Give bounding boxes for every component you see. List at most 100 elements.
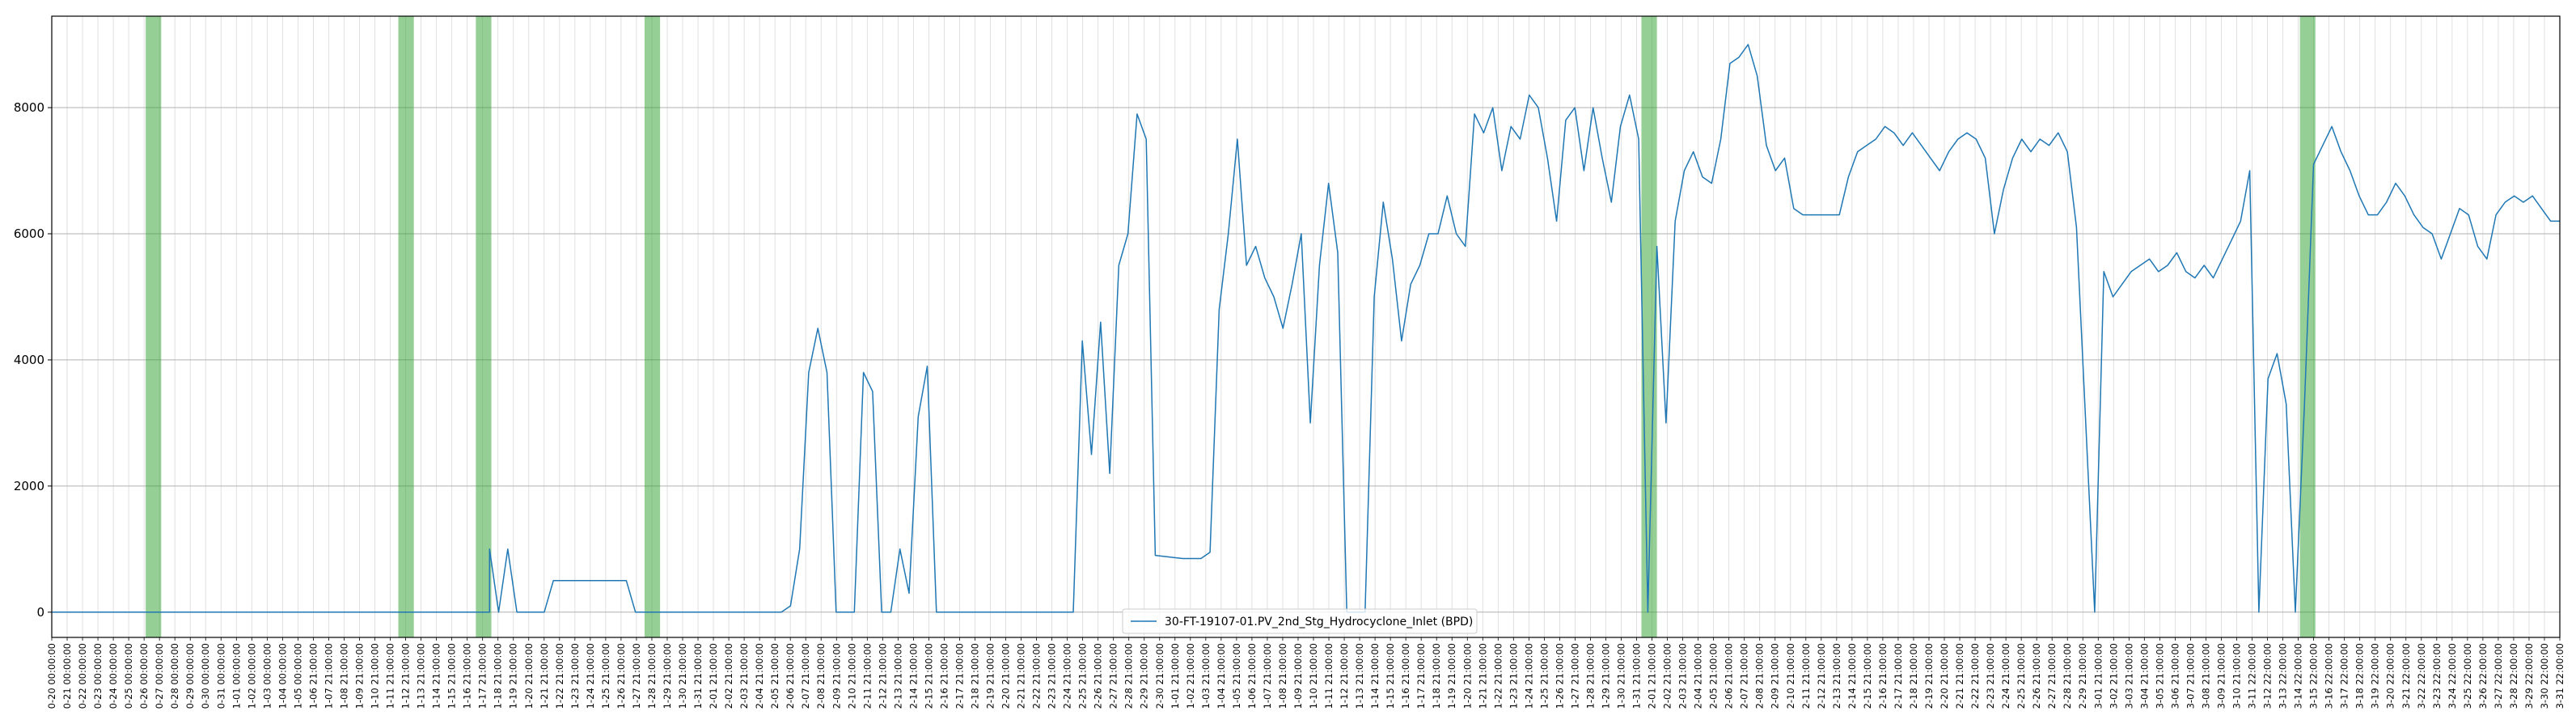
series-line bbox=[52, 44, 2560, 613]
data-series bbox=[52, 44, 2560, 613]
shaded-regions bbox=[146, 16, 2316, 637]
shaded-region bbox=[146, 16, 162, 637]
x-tick-label: 1-24 21:00:00 bbox=[1523, 643, 1534, 709]
x-tick-label: 2-11 21:00:00 bbox=[861, 643, 873, 709]
x-tick-label: 2-04 21:00:00 bbox=[754, 643, 765, 709]
shaded-region bbox=[644, 16, 661, 637]
x-tick-label: 2-13 21:00:00 bbox=[1831, 643, 1842, 709]
x-tick-label: 1-22 21:00:00 bbox=[1492, 643, 1504, 709]
x-tick-label: 1-05 21:00:00 bbox=[1231, 643, 1242, 709]
x-tick-label: 2-03 21:00:00 bbox=[1677, 643, 1689, 709]
x-tick-label: 0-21 00:00:00 bbox=[61, 643, 73, 709]
x-tick-label: 0-27 00:00:00 bbox=[154, 643, 165, 709]
x-tick-label: 1-13 21:00:00 bbox=[1354, 643, 1365, 709]
x-tick-label: 1-14 21:00:00 bbox=[1369, 643, 1381, 709]
x-tick-label: 2-23 21:00:00 bbox=[1985, 643, 1996, 709]
x-tick-label: 2-28 21:00:00 bbox=[1123, 643, 1135, 709]
x-tick-label: 3-26 22:00:00 bbox=[2477, 643, 2489, 709]
x-tick-label: 2-01 21:00:00 bbox=[708, 643, 719, 709]
x-tick-label: 2-26 21:00:00 bbox=[2031, 643, 2042, 709]
x-tick-label: 1-06 21:00:00 bbox=[307, 643, 319, 709]
x-tick-label: 1-16 21:00:00 bbox=[1400, 643, 1411, 709]
x-tick-label: 1-13 21:00:00 bbox=[416, 643, 427, 709]
x-tick-label: 3-02 21:00:00 bbox=[2108, 643, 2119, 709]
x-tick-label: 2-21 21:00:00 bbox=[1016, 643, 1027, 709]
x-tick-label: 2-19 21:00:00 bbox=[985, 643, 996, 709]
x-tick-label: 2-02 21:00:00 bbox=[1662, 643, 1673, 709]
x-tick-label: 1-19 21:00:00 bbox=[508, 643, 519, 709]
x-tick-label: 1-10 21:00:00 bbox=[1308, 643, 1319, 709]
x-tick-label: 2-05 21:00:00 bbox=[769, 643, 780, 709]
x-tick-label: 3-23 22:00:00 bbox=[2431, 643, 2443, 709]
shaded-region bbox=[476, 16, 492, 637]
x-tick-label: 1-04 00:00:00 bbox=[277, 643, 288, 709]
x-tick-label: 1-12 21:00:00 bbox=[400, 643, 412, 709]
x-tick-label: 2-20 21:00:00 bbox=[1939, 643, 1950, 709]
x-tick-label: 1-23 21:00:00 bbox=[569, 643, 581, 709]
x-tick-label: 1-23 21:00:00 bbox=[1508, 643, 1519, 709]
x-tick-label: 2-08 21:00:00 bbox=[815, 643, 827, 709]
x-tick-label: 1-18 21:00:00 bbox=[493, 643, 504, 709]
x-tick-label: 2-30 21:00:00 bbox=[1154, 643, 1165, 709]
x-tick-label: 1-30 21:00:00 bbox=[677, 643, 688, 709]
x-tick-label: 2-26 21:00:00 bbox=[1093, 643, 1104, 709]
x-tick-label: 1-26 21:00:00 bbox=[615, 643, 627, 709]
x-tick-label: 2-08 21:00:00 bbox=[1754, 643, 1766, 709]
x-tick-label: 2-14 21:00:00 bbox=[1846, 643, 1858, 709]
x-tick-label: 0-24 00:00:00 bbox=[108, 643, 119, 709]
x-tick-label: 1-07 21:00:00 bbox=[1262, 643, 1273, 709]
x-tick-label: 3-14 22:00:00 bbox=[2293, 643, 2304, 709]
x-tick-label: 1-15 21:00:00 bbox=[1385, 643, 1396, 709]
x-tick-label: 0-28 00:00:00 bbox=[169, 643, 180, 709]
x-tick-label: 1-26 21:00:00 bbox=[1554, 643, 1565, 709]
x-tick-label: 1-08 21:00:00 bbox=[339, 643, 350, 709]
x-tick-label: 2-18 21:00:00 bbox=[1908, 643, 1919, 709]
x-tick-label: 1-04 21:00:00 bbox=[1216, 643, 1227, 709]
x-tick-label: 3-03 21:00:00 bbox=[2123, 643, 2134, 709]
x-tick-label: 1-16 21:00:00 bbox=[462, 643, 473, 709]
x-tick-label: 2-02 21:00:00 bbox=[723, 643, 734, 709]
shaded-region bbox=[398, 16, 414, 637]
x-tick-label: 2-24 21:00:00 bbox=[1062, 643, 1073, 709]
minor-gridlines bbox=[51, 16, 2561, 637]
x-tick-label: 2-13 21:00:00 bbox=[892, 643, 903, 709]
x-tick-label: 1-11 21:00:00 bbox=[1323, 643, 1335, 709]
x-tick-label: 0-26 00:00:00 bbox=[138, 643, 150, 709]
x-tick-label: 1-06 21:00:00 bbox=[1246, 643, 1258, 709]
x-tick-label: 1-01 00:00:00 bbox=[231, 643, 242, 709]
x-tick-label: 1-31 21:00:00 bbox=[692, 643, 704, 709]
x-tick-label: 1-18 21:00:00 bbox=[1431, 643, 1442, 709]
x-tick-label: 1-15 21:00:00 bbox=[446, 643, 458, 709]
x-tick-label: 0-31 00:00:00 bbox=[215, 643, 226, 709]
x-tick-label: 3-06 21:00:00 bbox=[2169, 643, 2181, 709]
x-tick-label: 1-28 21:00:00 bbox=[646, 643, 658, 709]
y-axis-ticks: 0 2000 4000 6000 8000 bbox=[14, 100, 52, 620]
x-tick-label: 2-07 21:00:00 bbox=[1739, 643, 1750, 709]
x-tick-label: 2-22 21:00:00 bbox=[1969, 643, 1981, 709]
x-tick-label: 2-28 21:00:00 bbox=[2062, 643, 2073, 709]
x-tick-label: 3-21 22:00:00 bbox=[2400, 643, 2412, 709]
x-tick-label: 2-27 21:00:00 bbox=[1108, 643, 1119, 709]
x-tick-label: 3-09 21:00:00 bbox=[2216, 643, 2227, 709]
x-tick-label: 2-23 21:00:00 bbox=[1047, 643, 1058, 709]
x-tick-label: 3-28 22:00:00 bbox=[2508, 643, 2519, 709]
x-tick-label: 2-06 21:00:00 bbox=[1724, 643, 1735, 709]
x-tick-label: 2-29 21:00:00 bbox=[2077, 643, 2088, 709]
x-tick-label: 1-17 21:00:00 bbox=[477, 643, 489, 709]
x-tick-label: 2-17 21:00:00 bbox=[954, 643, 965, 709]
x-tick-label: 1-25 21:00:00 bbox=[600, 643, 611, 709]
x-tick-label: 2-16 21:00:00 bbox=[1877, 643, 1889, 709]
x-tick-label: 1-29 21:00:00 bbox=[1601, 643, 1612, 709]
y-tick-label: 2000 bbox=[14, 479, 44, 493]
x-tick-label: 2-01 21:00:00 bbox=[1647, 643, 1658, 709]
x-tick-label: 1-09 21:00:00 bbox=[354, 643, 366, 709]
x-tick-label: 3-31 22:00:00 bbox=[2554, 643, 2565, 709]
x-tick-label: 2-05 21:00:00 bbox=[1708, 643, 1719, 709]
x-tick-label: 1-19 21:00:00 bbox=[1446, 643, 1457, 709]
x-tick-label: 2-29 21:00:00 bbox=[1139, 643, 1150, 709]
x-tick-label: 3-24 22:00:00 bbox=[2447, 643, 2458, 709]
x-tick-label: 1-01 21:00:00 bbox=[1170, 643, 1181, 709]
x-tick-label: 1-03 21:00:00 bbox=[1200, 643, 1212, 709]
x-tick-label: 3-30 22:00:00 bbox=[2539, 643, 2550, 709]
x-tick-label: 1-30 21:00:00 bbox=[1616, 643, 1627, 709]
